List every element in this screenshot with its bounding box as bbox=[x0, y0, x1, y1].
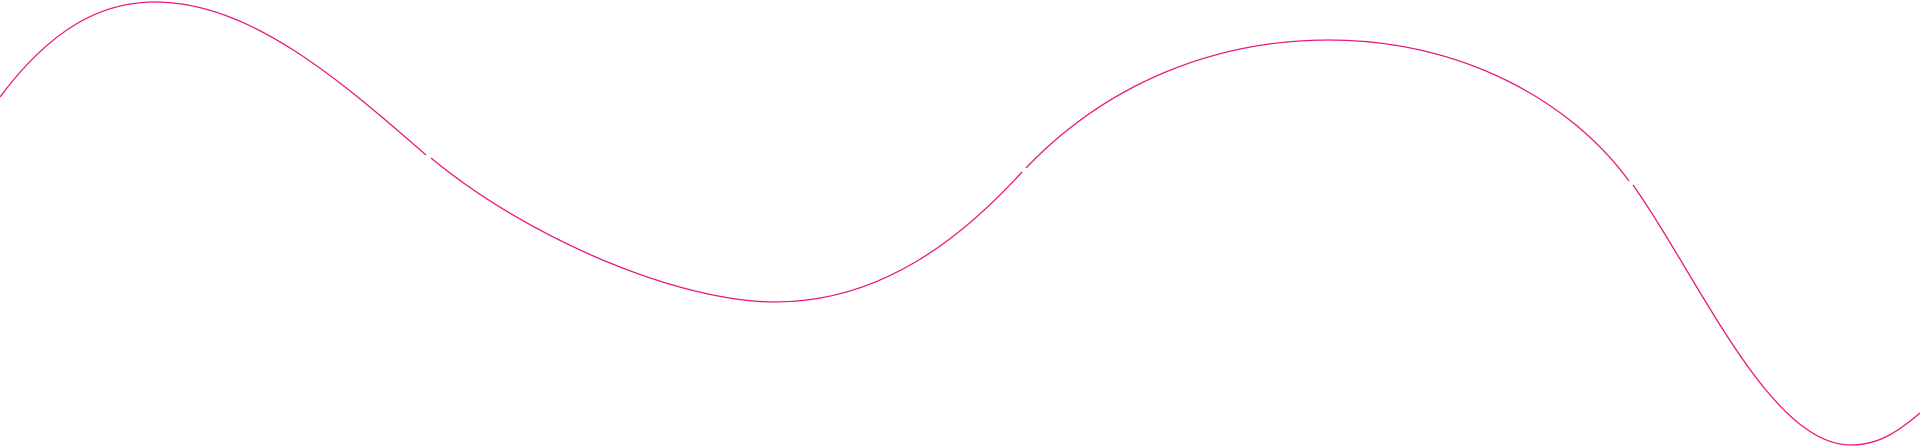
wave-segment-1 bbox=[0, 1, 427, 156]
wave-segment-3 bbox=[1025, 39, 1630, 182]
wave-segment-4 bbox=[1632, 184, 1920, 446]
wave-segment-2 bbox=[430, 157, 1023, 303]
